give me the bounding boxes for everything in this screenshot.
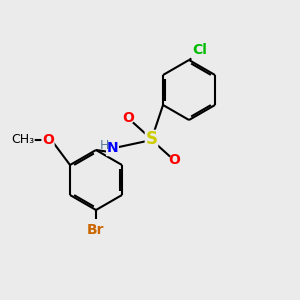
Text: N: N — [107, 142, 118, 155]
Text: Cl: Cl — [193, 43, 208, 57]
Text: Br: Br — [87, 223, 105, 237]
Text: O: O — [168, 154, 180, 167]
Text: O: O — [122, 112, 134, 125]
Text: S: S — [146, 130, 158, 148]
Text: CH₃: CH₃ — [11, 133, 34, 146]
Text: H: H — [99, 139, 109, 152]
Text: O: O — [42, 133, 54, 146]
